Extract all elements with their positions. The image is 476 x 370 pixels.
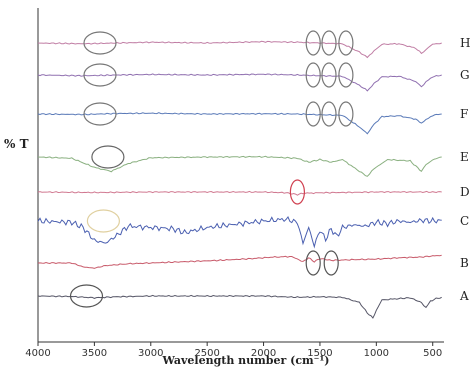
x-tick-label: 2000 (251, 348, 276, 359)
series-label-F: F (460, 107, 468, 121)
y-axis-title: % T (4, 137, 29, 151)
annotation-ellipse (289, 179, 305, 205)
annotation-ellipse (338, 101, 354, 127)
series-line-B (37, 254, 442, 269)
annotation-ellipse (321, 101, 337, 127)
annotation-ellipse (305, 101, 321, 127)
annotation-ellipse (321, 62, 337, 88)
x-tick-label: 2500 (194, 348, 219, 359)
annotation-ellipse (305, 30, 321, 56)
annotation-ellipse (69, 284, 104, 308)
series-layer (37, 40, 442, 319)
annotation-ellipse (321, 30, 337, 56)
series-label-E: E (460, 150, 469, 164)
axes (37, 8, 444, 343)
x-tick-label: 1500 (307, 348, 332, 359)
x-tick-label: 1000 (364, 348, 389, 359)
series-labels: H G F E D C B A (459, 36, 470, 303)
x-tick-label: 3000 (138, 348, 163, 359)
annotation-ellipse (305, 250, 321, 276)
annotation-ellipse (323, 250, 339, 276)
series-line-C (37, 216, 442, 249)
series-label-D: D (460, 185, 470, 199)
series-label-A: A (459, 289, 469, 303)
annotation-ellipse (83, 102, 117, 126)
series-line-A (37, 294, 442, 319)
annotation-ellipse (83, 31, 117, 55)
x-tick-label: 4000 (25, 348, 50, 359)
series-line-H (37, 40, 442, 59)
series-label-C: C (460, 214, 469, 228)
annotation-ellipse (83, 63, 117, 87)
annotation-ellipse (91, 145, 125, 169)
series-label-G: G (460, 68, 470, 82)
x-tick-label: 3500 (82, 348, 107, 359)
annotation-ellipse (338, 62, 354, 88)
series-line-F (37, 112, 442, 135)
annotation-layer (69, 30, 354, 308)
annotation-ellipse (86, 209, 121, 233)
x-tick-label: 500 (423, 348, 442, 359)
series-line-D (37, 190, 442, 196)
series-label-B: B (460, 256, 469, 270)
x-ticks: 4000 3500 3000 2500 2000 1500 1000 500 (25, 342, 442, 359)
series-line-G (37, 73, 442, 92)
annotation-ellipse (305, 62, 321, 88)
annotation-ellipse (338, 30, 354, 56)
x-axis-title: Wavelength number (cm⁻¹) (161, 354, 329, 367)
series-label-H: H (460, 36, 470, 50)
series-line-E (37, 155, 442, 177)
